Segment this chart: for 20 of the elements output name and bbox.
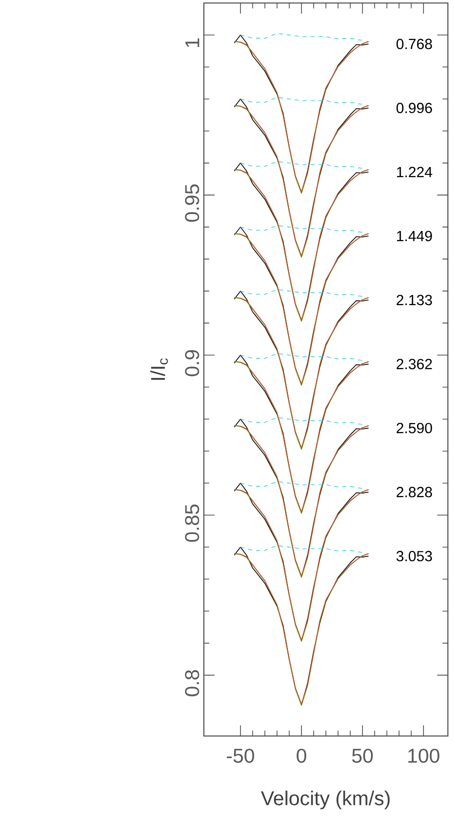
annotation: 2.362 [396, 358, 432, 370]
annotation: 3.053 [396, 550, 432, 562]
y-tick-label: 1 [185, 38, 200, 48]
annotation: 0.768 [396, 38, 432, 50]
annotation: 0.996 [396, 102, 432, 114]
y-tick-label: 0.85 [185, 504, 200, 542]
y-tick-label: 0.9 [185, 350, 200, 376]
y-tick-label: 0.8 [185, 670, 200, 696]
x-tick-label: 100 [408, 748, 440, 763]
y-axis-title: I/I$_{c}$ [150, 358, 168, 380]
annotation: 2.133 [396, 294, 432, 306]
annotation: 1.449 [397, 230, 432, 242]
annotation: 2.590 [396, 422, 432, 434]
y-tick-label: 0.95 [185, 184, 200, 222]
annotation: 2.828 [396, 486, 432, 498]
x-tick-label: -50 [226, 748, 254, 763]
x-tick-label: 50 [352, 748, 373, 763]
x-tick-label: 0 [296, 748, 306, 763]
annotation: 1.224 [397, 166, 432, 178]
x-axis-title: Velocity (km/s) [260, 790, 390, 810]
